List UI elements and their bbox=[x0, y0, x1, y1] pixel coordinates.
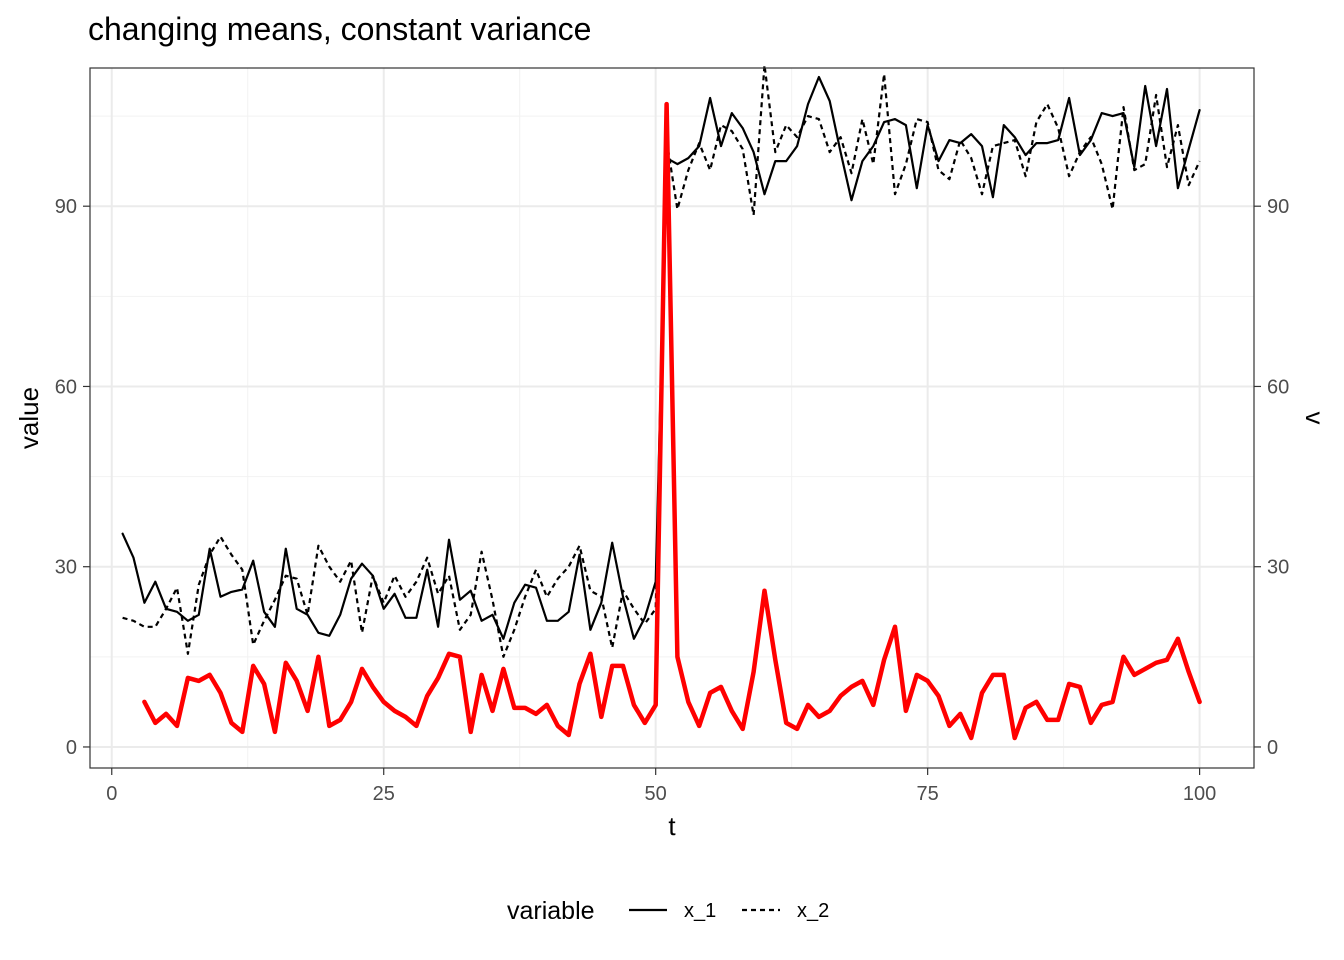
panel-border bbox=[89, 67, 1255, 769]
y-tick-label: 30 bbox=[55, 557, 77, 579]
series-line-red bbox=[142, 101, 1202, 741]
y-tick-label: 0 bbox=[66, 737, 77, 759]
legend-label-x2: x_2 bbox=[797, 900, 829, 922]
series-line-x2 bbox=[122, 63, 1201, 658]
x-axis-title: t bbox=[668, 811, 676, 841]
axis-ticks: 0 25 50 75 100 0 0 30 30 60 60 90 90 bbox=[55, 196, 1290, 805]
x-tick-label: 50 bbox=[645, 783, 667, 805]
legend: variable x_1 x_2 bbox=[507, 897, 829, 925]
secondary-y-axis-title: v bbox=[1300, 412, 1330, 425]
series-lines bbox=[121, 63, 1202, 741]
chart-title: changing means, constant variance bbox=[88, 11, 591, 47]
y2-tick-label: 30 bbox=[1267, 557, 1289, 579]
y2-tick-label: 90 bbox=[1267, 196, 1289, 218]
x-tick-label: 25 bbox=[373, 783, 395, 805]
x-tick-label: 0 bbox=[106, 783, 117, 805]
y-axis-title: value bbox=[14, 387, 44, 449]
y-tick-label: 90 bbox=[55, 196, 77, 218]
legend-title: variable bbox=[507, 897, 595, 925]
legend-label-x1: x_1 bbox=[684, 900, 716, 922]
x-tick-label: 75 bbox=[917, 783, 939, 805]
x-tick-label: 100 bbox=[1183, 783, 1216, 805]
y2-tick-label: 60 bbox=[1267, 376, 1289, 398]
y2-tick-label: 0 bbox=[1267, 737, 1278, 759]
y-tick-label: 60 bbox=[55, 376, 77, 398]
